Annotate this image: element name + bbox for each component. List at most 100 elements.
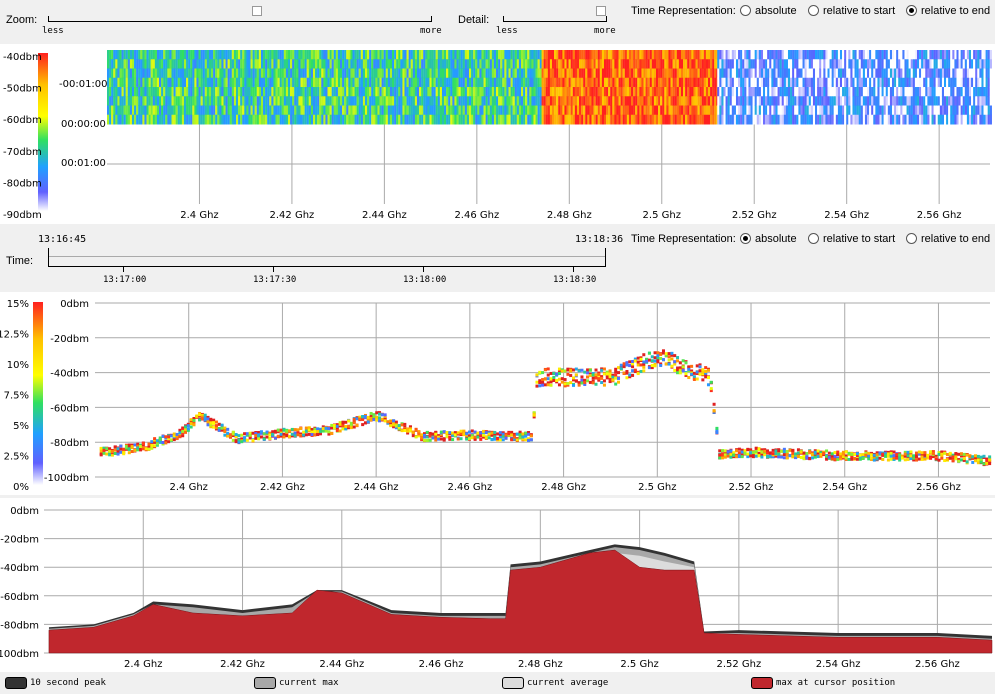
waterfall-cell <box>844 87 847 97</box>
detail-slider-track[interactable] <box>503 21 607 22</box>
waterfall-cell <box>758 114 762 125</box>
density-point <box>802 454 806 458</box>
waterfall-cell <box>616 77 619 88</box>
waterfall-cell <box>258 77 262 88</box>
density-point <box>302 433 306 437</box>
waterfall-cell <box>352 50 355 60</box>
time-range-start-handle[interactable] <box>48 248 49 266</box>
waterfall-cell <box>881 105 884 116</box>
waterfall-cell <box>660 68 663 79</box>
density-point <box>214 426 218 430</box>
waterfall-cell <box>325 50 328 60</box>
density-chart[interactable]: 15%12.5%10%7.5%5%2.5%0% 0dbm-20dbm-40dbm… <box>0 292 995 495</box>
density-point <box>751 455 755 459</box>
waterfall-cell <box>356 59 359 69</box>
waterfall-cell <box>738 96 741 106</box>
waterfall-cell <box>516 77 520 88</box>
density-point <box>136 442 140 446</box>
density-point <box>470 429 474 433</box>
waterfall-cell <box>707 87 711 97</box>
waterfall-cell <box>802 59 805 69</box>
density-point <box>122 447 126 451</box>
waterfall-cell <box>412 68 416 79</box>
waterfall-cell <box>973 50 976 60</box>
density-point <box>788 454 792 458</box>
density-point <box>760 450 764 454</box>
zoom-slider-track[interactable] <box>48 21 432 22</box>
waterfall-cell <box>329 68 332 79</box>
waterfall-cell <box>113 59 116 69</box>
waterfall-cell <box>287 114 291 125</box>
density-point <box>150 440 154 444</box>
radio-absolute-top[interactable]: absolute <box>740 4 797 17</box>
density-point <box>504 433 508 437</box>
waterfall-cell <box>489 87 492 97</box>
waterfall-cell <box>581 105 584 116</box>
waterfall-cell <box>956 77 959 88</box>
waterfall-cell <box>987 50 990 60</box>
density-point <box>695 371 699 375</box>
waterfall-cell <box>109 105 112 116</box>
waterfall-cell <box>810 77 814 88</box>
waterfall-cell <box>531 96 534 106</box>
waterfall-cell <box>529 114 532 125</box>
waterfall-cell <box>568 59 571 69</box>
waterfall-cell <box>240 114 243 125</box>
density-point <box>327 432 331 436</box>
waterfall-cell <box>808 114 811 125</box>
density-point <box>189 425 193 429</box>
waterfall-cell <box>608 114 611 125</box>
waterfall-cell <box>695 59 698 69</box>
waterfall-cell <box>670 68 673 79</box>
zoom-slider-thumb[interactable] <box>252 6 262 16</box>
waterfall-cell <box>435 77 438 88</box>
waterfall-cell <box>916 77 920 88</box>
radio-relative-start-bottom[interactable]: relative to start <box>808 232 895 245</box>
time-range-track-top[interactable] <box>48 256 606 257</box>
waterfall-cell <box>827 50 830 60</box>
waterfall-cell <box>271 114 274 125</box>
waterfall-cell <box>244 105 247 116</box>
waterfall-cell <box>823 87 826 97</box>
radio-relative-end-bottom[interactable]: relative to end <box>906 232 990 245</box>
waterfall-cell <box>217 77 220 88</box>
waterfall-cell <box>721 59 724 69</box>
waterfall-cell <box>701 68 704 79</box>
density-point <box>583 383 587 387</box>
waterfall-cell <box>240 87 243 97</box>
density-point <box>423 435 427 439</box>
waterfall-cell <box>612 50 615 60</box>
density-point <box>119 450 123 454</box>
radio-absolute-bottom[interactable]: absolute <box>740 232 797 245</box>
waterfall-cell <box>362 114 366 125</box>
density-point <box>195 414 199 418</box>
waterfall-cell <box>387 114 391 125</box>
density-point <box>214 424 218 428</box>
waterfall-cell <box>804 77 807 88</box>
waterfall-cell <box>219 77 222 88</box>
waterfall-cell <box>194 77 197 88</box>
waterfall-cell <box>462 77 465 88</box>
density-point <box>192 418 196 422</box>
waterfall-cell <box>835 77 839 88</box>
waterfall-cell <box>267 96 270 106</box>
waterfall-cell <box>235 105 239 116</box>
waterfall-cell <box>175 68 178 79</box>
waterfall-cell <box>352 68 355 79</box>
waterfall-cell <box>439 87 443 97</box>
time-range-end-handle[interactable] <box>605 248 606 266</box>
waterfall-cell <box>215 59 218 69</box>
waterfall-cell <box>331 77 334 88</box>
waterfall-cell <box>177 68 180 79</box>
waterfall-cell <box>678 114 682 125</box>
waterfall-cell <box>649 59 652 69</box>
radio-relative-start-top[interactable]: relative to start <box>808 4 895 17</box>
waterfall-cell <box>989 50 992 60</box>
waterfall-chart[interactable]: -40dbm-50dbm-60dbm-70dbm-80dbm-90dbm -00… <box>0 44 995 224</box>
waterfall-cell <box>435 114 438 125</box>
radio-relative-end-top[interactable]: relative to end <box>906 4 990 17</box>
waterfall-cell <box>414 68 418 79</box>
detail-slider-thumb[interactable] <box>596 6 606 16</box>
waterfall-cell <box>481 96 484 106</box>
waterfall-cell <box>554 87 557 97</box>
